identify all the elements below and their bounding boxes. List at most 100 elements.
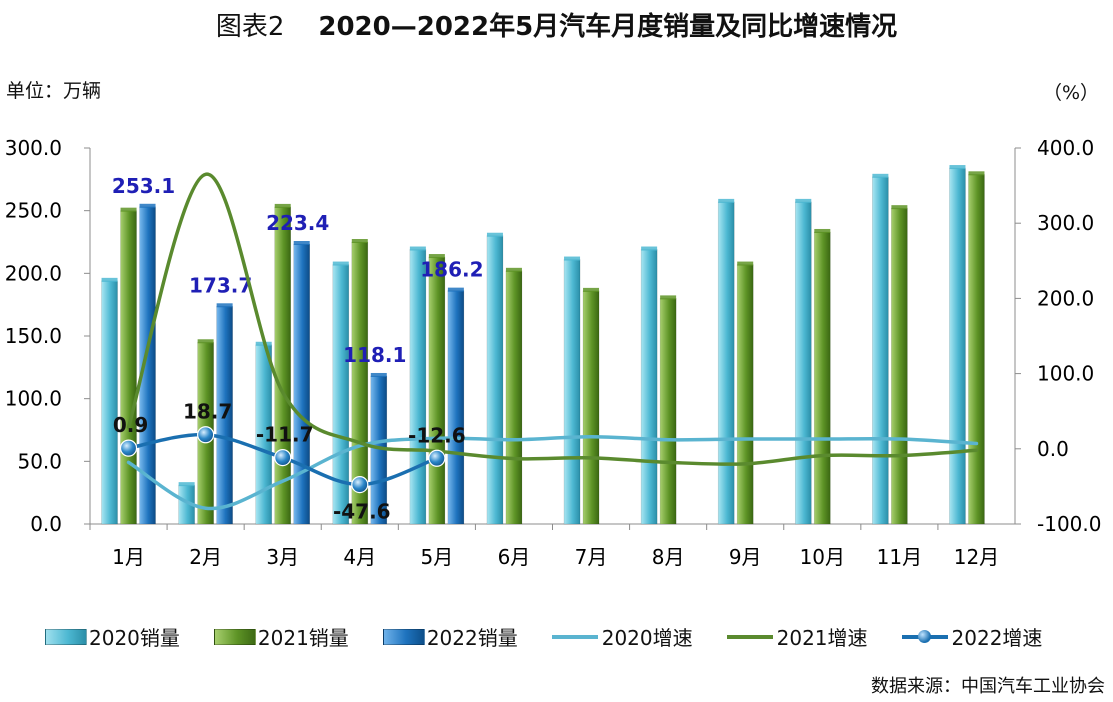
bar-2021销量 [428, 256, 446, 525]
legend-swatch-2022-growth [901, 629, 948, 643]
x-tick-label: 5月 [421, 545, 454, 569]
legend-item-2020-sales: 2020销量 [45, 622, 180, 651]
line-marker [197, 426, 215, 444]
line-2021增速 [126, 172, 979, 466]
bar-data-label: 223.4 [266, 211, 329, 235]
x-tick-label: 3月 [266, 545, 299, 569]
legend-swatch-2020-growth [551, 634, 598, 639]
left-axis-unit: 单位：万辆 [6, 80, 102, 102]
left-tick-label: 0.0 [30, 512, 62, 536]
chart-title-main: 2020—2022年5月汽车月度销量及同比增速情况 [318, 12, 898, 42]
bar-2021销量 [505, 270, 523, 525]
bar-data-label: 173.7 [189, 273, 252, 297]
bar-top-2021销量 [968, 171, 985, 176]
bar-top-2020销量 [949, 165, 966, 170]
line-data-label: -12.6 [408, 423, 466, 447]
bar-2020销量 [486, 235, 504, 525]
legend-label: 2021销量 [257, 626, 349, 650]
legend-label: 2020增速 [601, 626, 693, 650]
line-data-label: 0.9 [113, 413, 148, 437]
bar-2021销量 [891, 207, 908, 525]
bar-top-2020销量 [332, 261, 349, 266]
bar-top-2022销量 [216, 303, 233, 308]
bar-top-2021销量 [505, 267, 522, 272]
right-tick-label: -100.0 [1037, 512, 1101, 536]
bar-data-label: 253.1 [112, 174, 175, 198]
bar-top-2020销量 [101, 277, 118, 282]
bar-top-2020销量 [872, 173, 889, 178]
legend-label: 2022销量 [426, 626, 518, 650]
bar-2021销量 [582, 290, 600, 525]
bar-top-2020销量 [718, 198, 735, 203]
legend-item-2022-sales: 2022销量 [382, 622, 518, 651]
bar-top-2022销量 [293, 241, 310, 246]
legend-swatch-2020-sales [45, 628, 87, 645]
legend: 2020销量 2021销量 2022销量 2020增速 2021增速 2022增… [45, 622, 1076, 651]
bar-top-2021销量 [814, 228, 831, 233]
bar-data-label: 118.1 [343, 343, 406, 367]
line-marker [119, 439, 138, 457]
x-tick-label: 7月 [575, 545, 608, 569]
bar-2021销量 [659, 298, 677, 525]
line-marker [428, 449, 446, 467]
x-tick-label: 8月 [652, 545, 685, 569]
left-tick-label: 200.0 [5, 261, 62, 285]
bar-top-2020销量 [641, 246, 658, 251]
right-tick-label: 200.0 [1037, 286, 1094, 310]
x-tick-label: 9月 [729, 545, 762, 569]
bar-2020销量 [332, 264, 350, 525]
bar-top-2021销量 [197, 339, 214, 344]
line-marker [274, 448, 292, 467]
bar-top-2021销量 [351, 239, 368, 243]
bar-2020销量 [949, 167, 966, 525]
legend-swatch-2022-sales [382, 628, 425, 645]
bar-2020销量 [409, 249, 427, 525]
line-data-label: -47.6 [333, 500, 391, 524]
x-tick-label: 11月 [877, 545, 922, 569]
bar-2020销量 [717, 201, 735, 525]
right-tick-label: 300.0 [1037, 211, 1094, 235]
bar-data-label: 186.2 [420, 258, 483, 282]
legend-label: 2021增速 [776, 626, 868, 650]
bar-2021销量 [813, 231, 831, 525]
bar-top-2020销量 [178, 482, 195, 487]
bar-top-2020销量 [409, 246, 426, 251]
x-tick-label: 10月 [800, 545, 845, 569]
bar-top-2021销量 [583, 287, 600, 292]
left-tick-label: 100.0 [5, 387, 62, 411]
x-tick-label: 1月 [112, 545, 145, 569]
bar-top-2020销量 [486, 232, 503, 237]
legend-item-2021-growth: 2021增速 [726, 622, 868, 651]
line-marker [351, 475, 369, 494]
x-tick-label: 6月 [498, 545, 531, 569]
data-source: 数据来源：中国汽车工业协会 [871, 676, 1105, 697]
bar-2021销量 [120, 210, 137, 525]
bar-2021销量 [736, 264, 754, 525]
bar-top-2021销量 [120, 207, 137, 212]
left-tick-label: 250.0 [5, 199, 62, 223]
line-2020增速 [126, 435, 979, 511]
legend-item-2022-growth: 2022增速 [901, 622, 1042, 651]
bar-2020销量 [563, 259, 581, 525]
x-tick-label: 2月 [189, 545, 222, 569]
bar-2022销量 [293, 243, 311, 525]
legend-marker-icon [917, 629, 931, 643]
bar-top-2020销量 [564, 256, 581, 261]
right-axis-unit: （%） [1042, 82, 1099, 104]
line-data-label: 18.7 [183, 400, 232, 424]
bar-top-2022销量 [447, 287, 464, 292]
legend-item-2020-growth: 2020增速 [551, 622, 693, 651]
bar-top-2022销量 [139, 203, 156, 208]
x-tick-label: 4月 [343, 545, 376, 569]
legend-swatch-2021-growth [726, 634, 773, 639]
chart-title-prefix: 图表2 [215, 12, 285, 42]
x-tick-label: 12月 [954, 545, 999, 569]
bar-top-2021销量 [428, 254, 445, 259]
bar-2020销量 [794, 201, 812, 525]
bar-2021销量 [968, 174, 985, 525]
legend-label: 2020销量 [89, 626, 180, 650]
bar-2020销量 [101, 280, 118, 525]
bar-2021销量 [274, 206, 292, 525]
bar-2020销量 [872, 176, 889, 525]
